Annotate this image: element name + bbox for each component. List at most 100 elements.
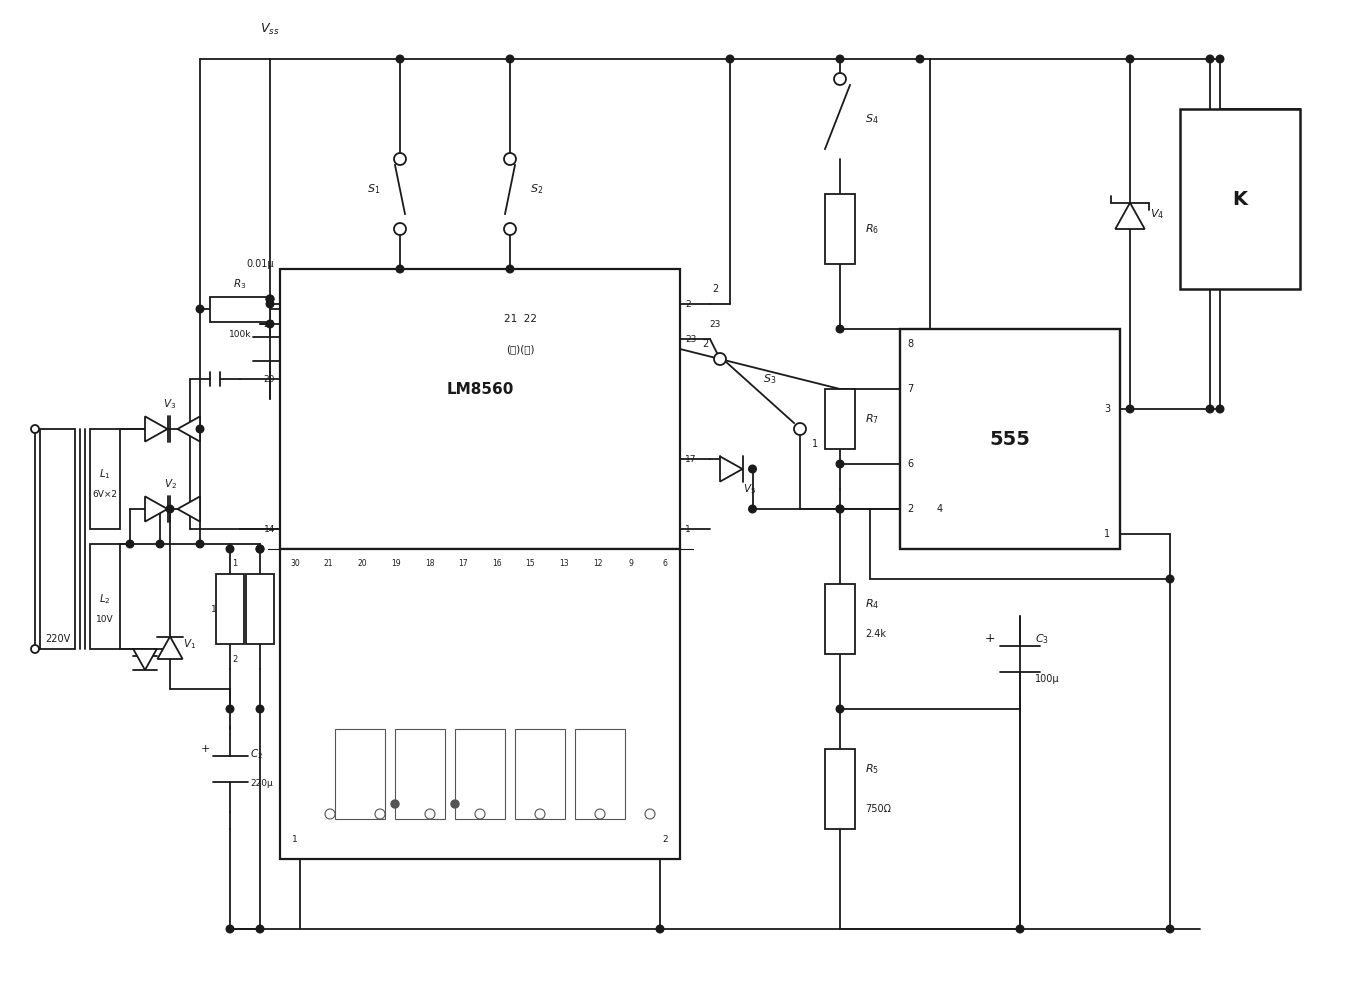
Bar — [395, 729, 445, 819]
Circle shape — [32, 425, 38, 433]
Circle shape — [394, 223, 406, 235]
Circle shape — [506, 55, 513, 62]
Bar — [1180, 109, 1301, 289]
Bar — [215, 574, 244, 644]
Polygon shape — [133, 649, 156, 670]
Circle shape — [916, 55, 923, 62]
Text: 220μ: 220μ — [250, 779, 273, 788]
Text: 100μ: 100μ — [1034, 674, 1059, 684]
Text: 10V: 10V — [96, 614, 114, 623]
Text: $S_1$: $S_1$ — [366, 182, 380, 196]
Circle shape — [257, 705, 263, 713]
Bar — [575, 729, 626, 819]
Circle shape — [32, 645, 38, 653]
Text: 2: 2 — [907, 504, 914, 514]
Circle shape — [166, 505, 174, 513]
Polygon shape — [145, 496, 167, 521]
Text: 2: 2 — [663, 835, 668, 844]
Circle shape — [1166, 576, 1174, 583]
Circle shape — [397, 55, 403, 62]
Text: 17: 17 — [685, 455, 697, 464]
Text: $L_2$: $L_2$ — [99, 592, 111, 606]
Text: $R_4$: $R_4$ — [864, 597, 879, 611]
Circle shape — [726, 55, 734, 62]
Polygon shape — [720, 456, 742, 482]
Circle shape — [836, 460, 844, 468]
Text: 25: 25 — [263, 319, 274, 328]
Text: 15: 15 — [525, 560, 535, 569]
Text: $V_2$: $V_2$ — [163, 477, 177, 491]
Text: (分)(时): (分)(时) — [506, 344, 534, 354]
Text: 8: 8 — [907, 339, 912, 349]
Circle shape — [1126, 405, 1133, 412]
Text: 220V: 220V — [45, 634, 70, 644]
Bar — [825, 749, 855, 829]
Circle shape — [595, 809, 605, 819]
Bar — [280, 269, 681, 549]
Text: 100Ω: 100Ω — [211, 604, 235, 613]
Text: 14: 14 — [263, 524, 274, 533]
Text: 2.4k: 2.4k — [864, 629, 886, 639]
Circle shape — [504, 153, 516, 165]
Circle shape — [394, 153, 406, 165]
Circle shape — [794, 423, 805, 435]
Text: +: + — [984, 633, 995, 646]
Circle shape — [506, 265, 513, 273]
Bar — [91, 429, 119, 529]
Text: 2: 2 — [685, 300, 690, 309]
Text: 6: 6 — [663, 560, 667, 569]
Text: K: K — [1232, 190, 1247, 209]
Polygon shape — [177, 496, 200, 521]
Bar — [91, 544, 119, 649]
Text: +: + — [200, 744, 210, 754]
Bar — [514, 729, 565, 819]
Text: 1: 1 — [292, 835, 298, 844]
Bar — [825, 194, 855, 264]
Bar — [900, 329, 1120, 549]
Circle shape — [226, 545, 233, 553]
Circle shape — [749, 505, 756, 513]
Text: 30: 30 — [289, 560, 300, 569]
Polygon shape — [1115, 203, 1144, 229]
Circle shape — [836, 505, 844, 513]
Circle shape — [451, 800, 460, 808]
Circle shape — [226, 705, 233, 713]
Polygon shape — [177, 416, 200, 442]
Text: $R_7$: $R_7$ — [864, 412, 879, 426]
Bar — [280, 549, 681, 859]
Text: 100k: 100k — [229, 329, 251, 338]
Circle shape — [836, 325, 844, 333]
Circle shape — [836, 505, 844, 513]
Text: 21: 21 — [324, 560, 333, 569]
Text: $S_3$: $S_3$ — [763, 372, 777, 386]
Bar — [40, 429, 75, 649]
Circle shape — [1017, 925, 1024, 933]
Circle shape — [196, 425, 204, 433]
Circle shape — [656, 925, 664, 933]
Circle shape — [834, 73, 847, 85]
Bar — [210, 297, 270, 321]
Text: $V_5$: $V_5$ — [744, 482, 756, 495]
Text: $S_2$: $S_2$ — [530, 182, 543, 196]
Circle shape — [535, 809, 545, 819]
Text: $C_1$: $C_1$ — [289, 342, 303, 356]
Text: 23: 23 — [709, 319, 720, 328]
Polygon shape — [145, 416, 167, 442]
Circle shape — [375, 809, 386, 819]
Circle shape — [266, 301, 274, 308]
Circle shape — [749, 465, 756, 473]
Text: $R_2$: $R_2$ — [255, 578, 268, 590]
Circle shape — [126, 540, 134, 548]
Text: 19: 19 — [391, 560, 401, 569]
Circle shape — [397, 265, 403, 273]
Text: 9: 9 — [628, 560, 634, 569]
Text: 1: 1 — [812, 439, 818, 449]
Text: 16: 16 — [493, 560, 502, 569]
Circle shape — [266, 295, 274, 303]
Circle shape — [325, 809, 335, 819]
Text: $R_6$: $R_6$ — [864, 223, 879, 236]
Text: 20: 20 — [358, 560, 368, 569]
Text: 2: 2 — [702, 339, 708, 349]
Text: 23: 23 — [685, 334, 697, 343]
Text: 4: 4 — [937, 504, 943, 514]
